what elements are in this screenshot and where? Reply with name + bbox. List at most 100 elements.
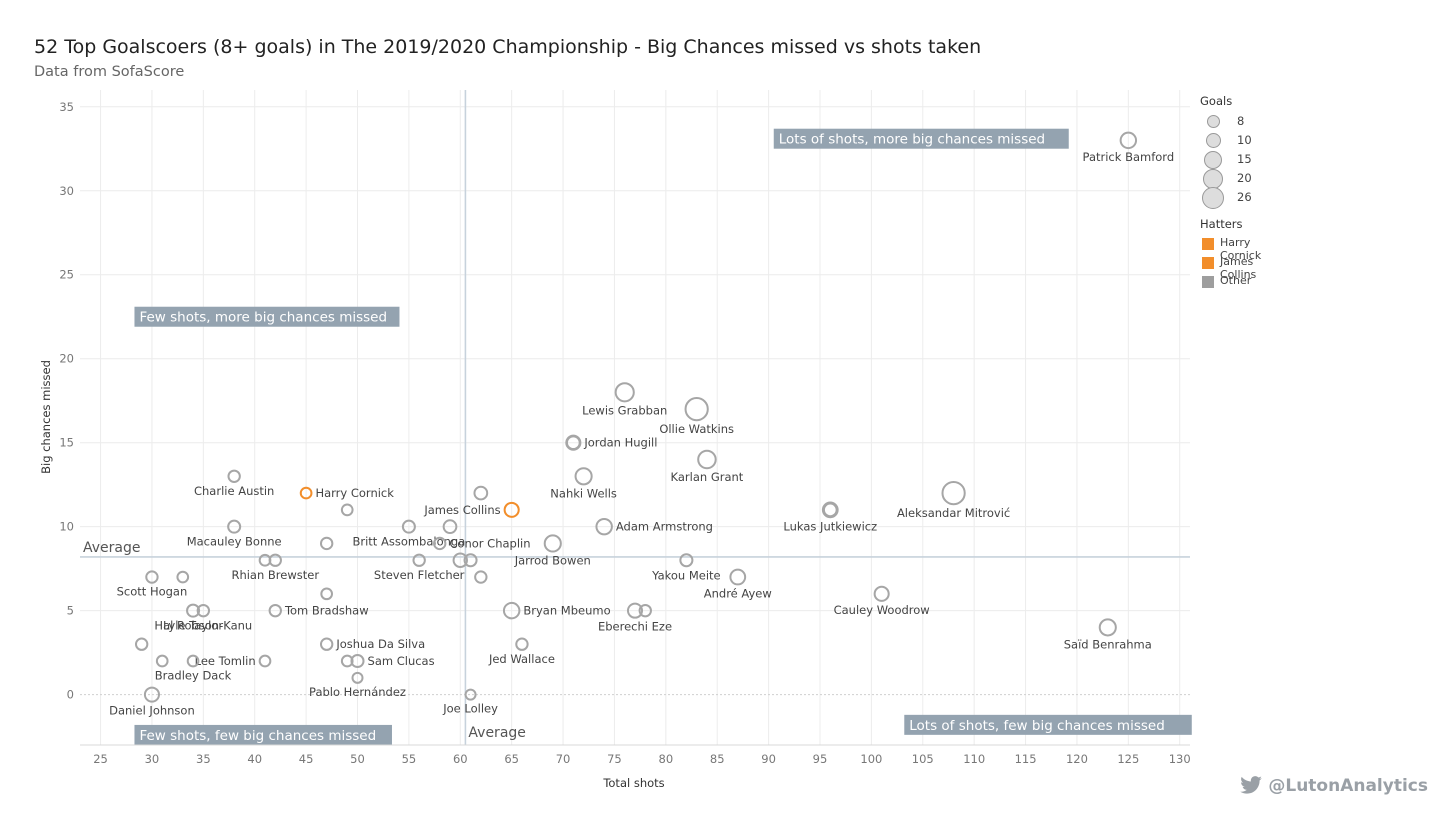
legend-size-label: 15 [1237, 152, 1252, 166]
point-label: Jarrod Bowen [514, 554, 591, 568]
legend-size-label: 10 [1237, 133, 1252, 147]
y-axis-label: Big chances missed [39, 360, 53, 474]
legend-color-item: Other [1200, 273, 1251, 292]
point-label: Jordan Hugill [583, 436, 657, 450]
x-tick-label: 45 [299, 752, 314, 766]
data-point [176, 570, 190, 584]
legend-size-label: 8 [1237, 114, 1245, 128]
average-lines: Average Average [80, 90, 1190, 745]
data-point [463, 553, 478, 568]
legend-size-label: 26 [1237, 190, 1252, 204]
data-point [626, 602, 644, 619]
data-point [340, 503, 354, 517]
data-point [1098, 618, 1117, 637]
point-label: Lukas Jutkiewicz [783, 519, 877, 533]
quadrant-label: Lots of shots, few big chances missed [909, 718, 1165, 734]
data-point [697, 449, 717, 470]
quadrant-labels: Lots of shots, more big chances missed Fe… [134, 128, 1192, 745]
data-point [464, 688, 477, 701]
legend-size-item: 20 [1200, 169, 1252, 189]
point-label: Joshua Da Silva [335, 637, 425, 651]
data-point [638, 603, 652, 618]
point-label: André Ayew [704, 586, 772, 600]
quadrant-label-box [134, 306, 400, 327]
data-point [543, 534, 562, 553]
data-point [565, 435, 581, 451]
point-label: Adam Armstrong [616, 520, 713, 534]
data-point [258, 553, 272, 567]
x-tick-label: 120 [1066, 752, 1088, 766]
legend-color-label: James Collins [1220, 255, 1257, 281]
quadrant-label: Few shots, more big chances missed [139, 310, 387, 326]
x-tick-label: 40 [247, 752, 262, 766]
data-point [574, 467, 593, 486]
point-label: Bradley Dack [155, 668, 232, 682]
data-point [196, 603, 211, 618]
quadrant-label: Few shots, few big chances missed [139, 728, 376, 744]
quadrant-label: Lots of shots, more big chances missed [779, 132, 1045, 148]
axes: 25 30 35 40 45 50 55 60 65 70 75 80 85 90 95 100 105 110 1… [59, 100, 1190, 766]
brand-handle: @LutonAnalytics [1240, 776, 1428, 796]
point-label: Macauley Bonne [187, 535, 282, 549]
x-tick-label: 30 [145, 752, 160, 766]
data-point [412, 553, 426, 567]
point-label: Bryan Mbeumo [523, 604, 610, 618]
data-point [821, 501, 839, 519]
point-label: Saïd Benrahma [1064, 637, 1152, 651]
y-tick-label: 15 [59, 436, 74, 450]
point-label: Patrick Bamford [1083, 150, 1175, 164]
data-point [186, 603, 201, 618]
point-label: Karlan Grant [671, 470, 744, 484]
quadrant-label-box [134, 724, 392, 745]
x-tick-label: 100 [860, 752, 882, 766]
quadrant-label-box [773, 128, 1069, 149]
x-axis-label: Total shots [602, 776, 664, 790]
data-point [433, 536, 447, 551]
y-tick-label: 20 [59, 352, 74, 366]
x-tick-label: 125 [1117, 752, 1139, 766]
legend-color-label: Other [1220, 274, 1252, 287]
x-tick-label: 90 [761, 752, 776, 766]
data-point [155, 654, 169, 668]
point-label: Eberechi Eze [598, 620, 672, 634]
average-x-label: Average [468, 725, 525, 741]
twitter-bird-icon [1240, 776, 1263, 794]
point-label: Hal Robson-Kanu [154, 618, 252, 632]
point-label: Sam Clucas [368, 654, 435, 668]
data-point [320, 587, 334, 601]
point-label: Tom Bradshaw [284, 604, 369, 618]
point-label: Harry Cornick [315, 486, 394, 500]
point-label: Ollie Watkins [659, 422, 734, 436]
data-point [442, 519, 458, 535]
data-point [473, 485, 489, 501]
data-point [452, 552, 468, 568]
y-tick-label: 0 [67, 688, 74, 702]
y-tick-label: 25 [59, 268, 74, 282]
legend-swatch [1202, 257, 1214, 269]
data-point [134, 637, 149, 651]
point-label: Lee Tomlin [195, 654, 256, 668]
point-label: Daniel Johnson [109, 704, 195, 718]
legend-color-label: Harry Cornick [1220, 236, 1262, 262]
data-point [614, 382, 635, 403]
x-tick-label: 80 [659, 752, 674, 766]
x-tick-label: 65 [504, 752, 519, 766]
legend-size-item: 26 [1200, 187, 1252, 209]
data-point [145, 570, 159, 584]
x-tick-label: 50 [350, 752, 365, 766]
data-point [299, 486, 313, 500]
average-y-label: Average [83, 540, 141, 556]
y-tick-label: 30 [59, 184, 74, 198]
x-tick-label: 105 [912, 752, 934, 766]
point-label: Charlie Austin [194, 484, 274, 498]
data-point [515, 637, 529, 651]
point-label: Joe Lolley [442, 702, 498, 716]
point-label: Lyle Taylor [163, 619, 223, 633]
data-point [503, 501, 520, 518]
chart-subtitle: Data from SofaScore [34, 64, 185, 80]
point-label: Britt Assombalonga [352, 535, 465, 549]
legend-size-label: 20 [1237, 171, 1252, 185]
point-label: James Collins [423, 503, 500, 517]
data-points: Patrick Bamford Lewis Grabban Ollie Watkin… [109, 131, 1175, 718]
